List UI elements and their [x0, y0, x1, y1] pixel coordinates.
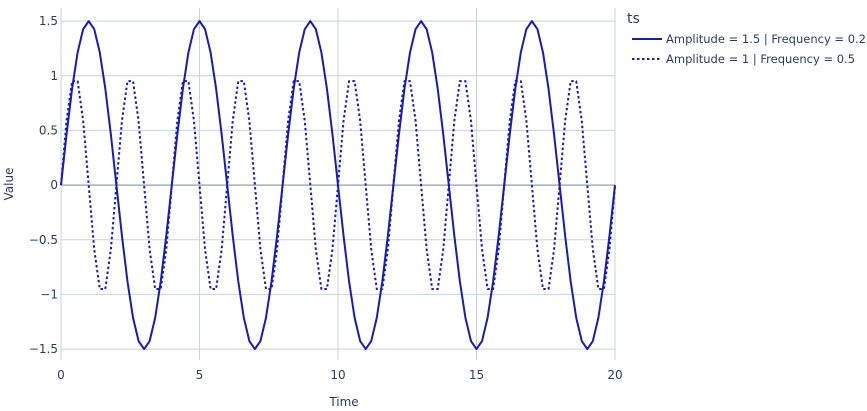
y-tick-label: 0.5	[39, 123, 58, 137]
legend-item: Amplitude = 1 | Frequency = 0.5	[632, 52, 855, 66]
legend-title: ts	[627, 11, 640, 27]
x-tick-label: 15	[469, 368, 484, 382]
y-tick-label: 1.5	[39, 14, 58, 28]
x-tick-label: 5	[196, 368, 204, 382]
legend-item: Amplitude = 1.5 | Frequency = 0.25	[632, 32, 867, 46]
x-tick-label: 0	[57, 368, 65, 382]
legend-label: Amplitude = 1.5 | Frequency = 0.25	[666, 32, 867, 46]
series-line-2	[60, 80, 616, 291]
y-axis-tick-labels: −1.5 −1 −0.5 0 0.5 1 1.5	[29, 14, 58, 356]
legend-items: Amplitude = 1.5 | Frequency = 0.25 Amplit…	[632, 32, 867, 66]
y-tick-label: −0.5	[29, 233, 58, 247]
x-axis-tick-labels: 0 5 10 15 20	[57, 368, 622, 382]
y-tick-label: 1	[50, 69, 58, 83]
y-tick-label: −1.5	[29, 342, 58, 356]
x-tick-label: 20	[607, 368, 622, 382]
x-axis-title: Time	[328, 395, 358, 409]
legend: ts Amplitude = 1.5 | Frequency = 0.25Amp…	[627, 11, 867, 66]
y-tick-label: 0	[50, 178, 58, 192]
legend-label: Amplitude = 1 | Frequency = 0.5	[666, 52, 855, 66]
x-tick-label: 10	[330, 368, 345, 382]
y-tick-label: −1	[40, 287, 58, 301]
series-lines	[60, 20, 616, 351]
y-axis-title: Value	[2, 168, 16, 201]
